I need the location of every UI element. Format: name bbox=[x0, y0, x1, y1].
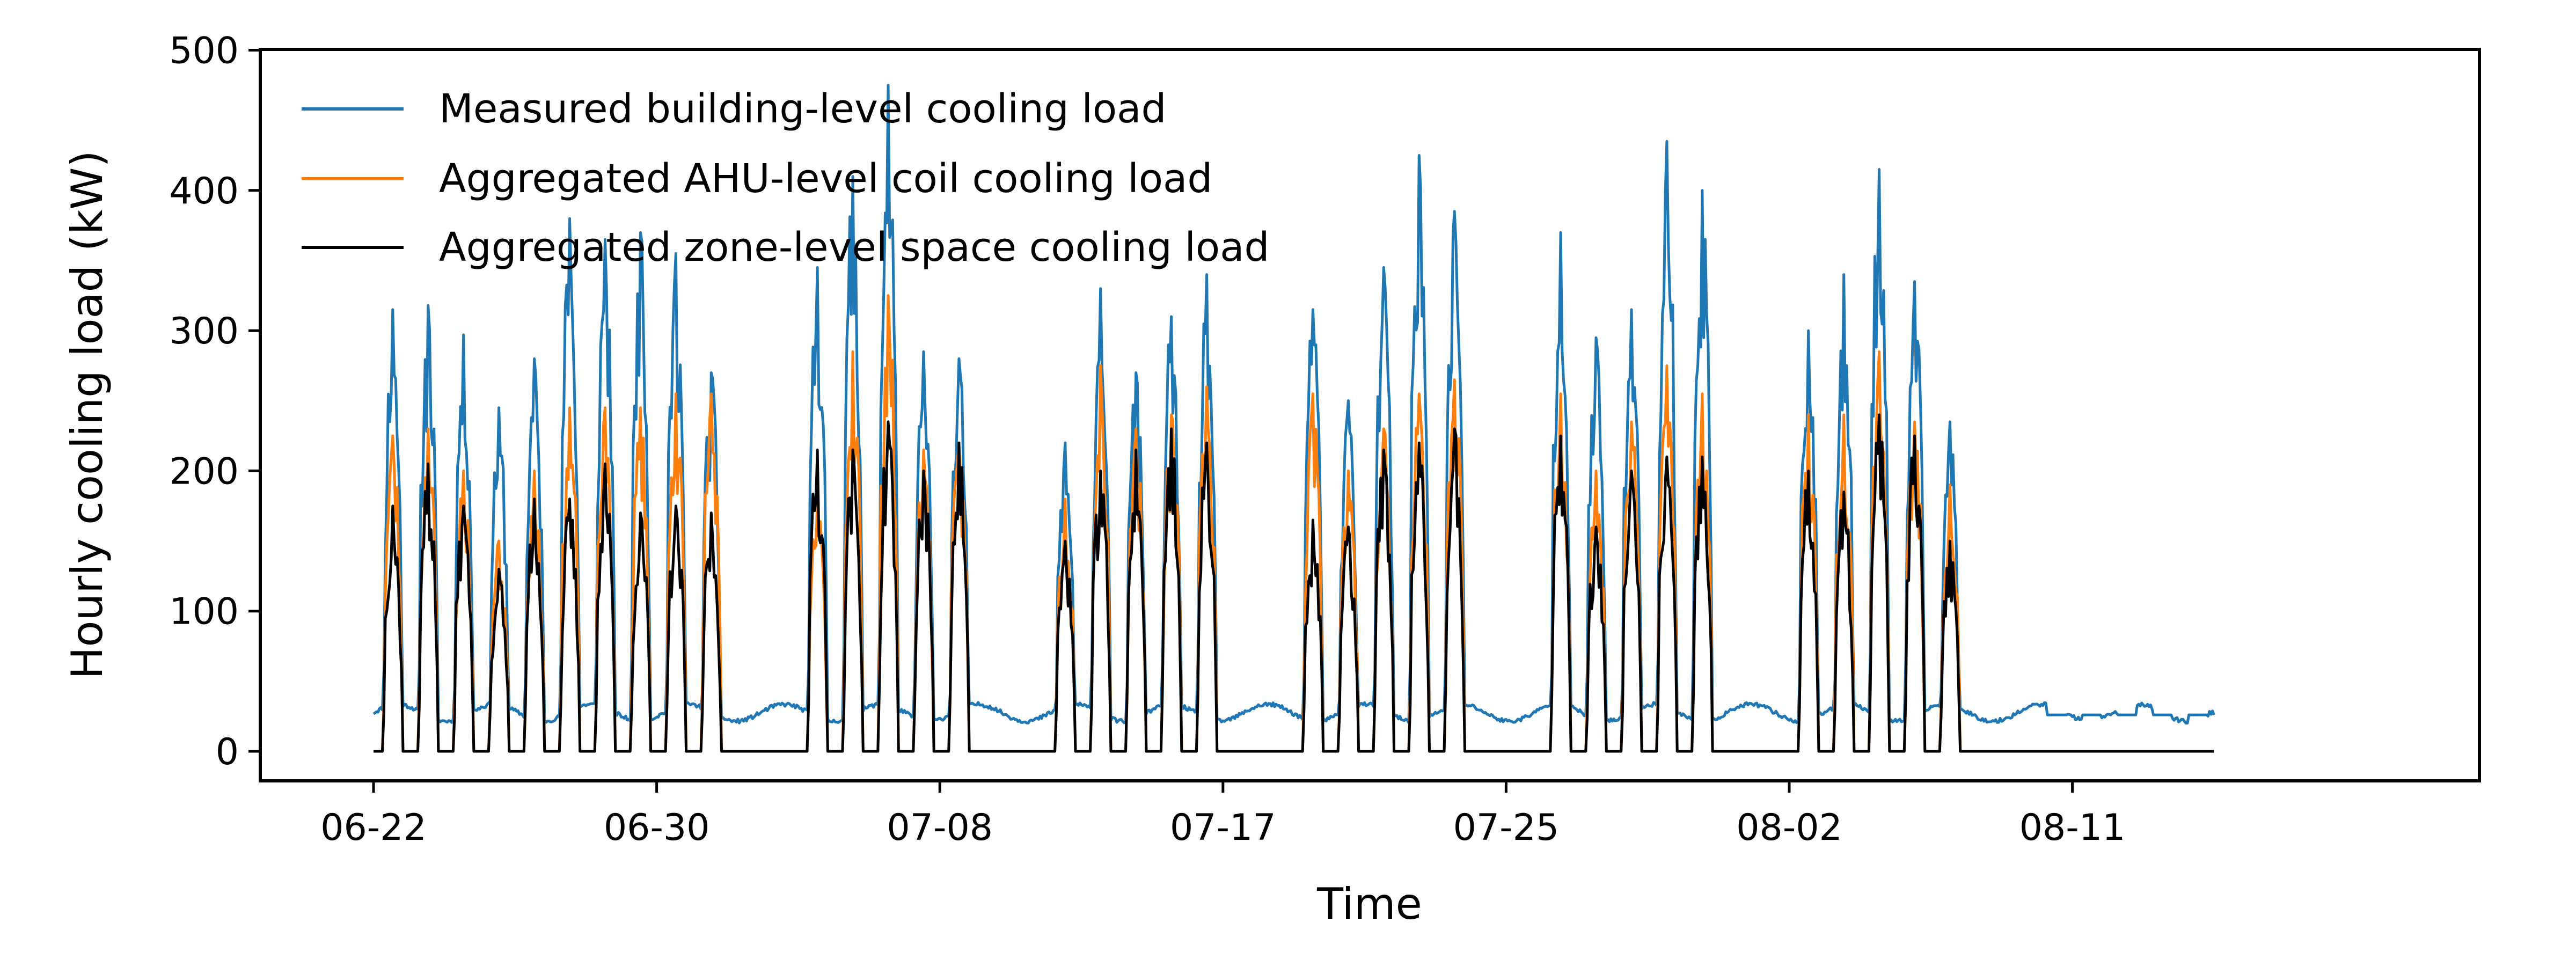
y-tick-label: 200 bbox=[169, 450, 239, 493]
legend: Measured building-level cooling load Agg… bbox=[302, 86, 1270, 270]
y-axis-title: Hourly cooling load (kW) bbox=[62, 150, 112, 679]
legend-label-coil: Aggregated AHU-level coil cooling load bbox=[439, 156, 1212, 202]
x-tick-label: 07-08 bbox=[887, 807, 993, 849]
legend-label-building: Measured building-level cooling load bbox=[439, 86, 1167, 132]
x-tick-label: 08-11 bbox=[2019, 807, 2126, 849]
y-tick-label: 100 bbox=[169, 591, 239, 633]
x-tick-label: 07-25 bbox=[1453, 807, 1560, 849]
x-tick-label: 08-02 bbox=[1736, 807, 1842, 849]
y-tick-label: 300 bbox=[169, 310, 239, 353]
series-layer bbox=[372, 84, 2215, 753]
x-axis: 06-22 06-30 07-08 07-17 07-25 08-02 08-11 bbox=[320, 781, 2125, 849]
y-tick-label: 500 bbox=[169, 30, 239, 72]
x-tick-label: 07-17 bbox=[1170, 807, 1276, 849]
y-tick-label: 0 bbox=[216, 731, 239, 773]
legend-label-zone: Aggregated zone-level space cooling load bbox=[439, 224, 1270, 270]
y-axis: 0 100 200 300 400 500 bbox=[169, 30, 260, 773]
series-line-zone bbox=[374, 413, 2214, 753]
x-tick-label: 06-22 bbox=[320, 807, 427, 849]
series-line-building bbox=[372, 84, 2215, 725]
x-tick-label: 06-30 bbox=[604, 807, 710, 849]
y-tick-label: 400 bbox=[169, 170, 239, 213]
plot-frame bbox=[259, 48, 2481, 782]
x-axis-title: Time bbox=[1316, 879, 1422, 929]
